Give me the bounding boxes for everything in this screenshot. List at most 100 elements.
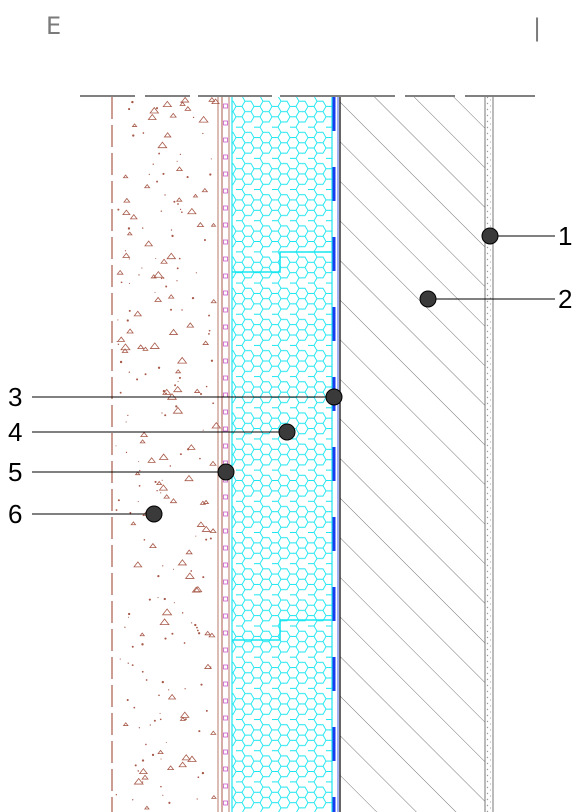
speckle-dot [181,612,184,614]
speckle-triangle [184,572,195,579]
mesh-marker [223,222,228,228]
speckle-dot [174,384,177,387]
speckle-dot [117,499,120,502]
speckle-triangle [141,774,149,780]
callout-number: 6 [8,499,22,529]
speckle-dot [117,319,119,321]
speckle-dot [142,132,145,134]
speckle-dot [202,132,204,135]
speckle-dot [115,509,118,511]
speckle-triangle [129,214,138,220]
mesh-marker [223,120,228,126]
speckle-triangle [169,498,178,504]
speckle-triangle [162,388,172,395]
speckle-triangle [122,209,131,216]
speckle-triangle [117,336,126,342]
speckle-triangle [134,471,141,476]
mesh-marker [223,647,228,653]
speckle-triangle [116,269,124,275]
speckle-dot [127,414,129,417]
speckle-dot [138,274,140,276]
speckle-dot [191,296,195,300]
speckle-dot [141,670,144,673]
speckle-triangle [198,115,209,123]
speckle-dot [124,250,127,252]
mesh-marker [223,596,228,602]
mesh-marker [223,426,228,432]
speckle-triangle [163,494,171,499]
speckle-triangle [153,271,164,278]
speckle-dot [127,662,129,664]
mesh-markers [223,103,228,806]
speckle-dot [192,116,195,119]
speckle-dot [184,718,187,721]
speckle-dot [151,753,155,757]
speckle-dot [181,309,183,311]
mesh-marker [223,630,228,636]
speckle-triangle [161,608,173,616]
speckle-dot [208,314,210,317]
speckle-dot [212,402,215,405]
speckle-triangle [192,193,199,198]
speckle-dot [209,173,212,176]
speckle-triangle [201,525,211,532]
speckle-triangle [187,755,197,762]
mesh-marker [223,137,228,143]
callout-number: 2 [558,284,572,314]
speckle-dot [161,412,163,414]
speckle-triangle [199,500,207,505]
speckle-dot [156,180,159,183]
speckle-dot [141,643,144,646]
speckle-dot [198,730,201,733]
speckle-dot [176,267,179,270]
speckle-triangle [186,444,196,450]
speckle-dot [164,194,166,196]
speckle-dot [131,100,134,104]
speckle-dot [132,799,134,801]
speckle-dot [128,309,131,312]
speckle-triangle [184,106,192,111]
speckle-dot [196,629,199,632]
speckle-triangle [177,559,188,566]
speckle-dot [158,694,160,697]
speckle-dot [127,616,129,618]
mesh-marker [223,732,228,738]
speckle-triangle [210,794,217,799]
speckle-triangle [158,453,169,460]
speckle-triangle [210,298,217,304]
speckle-dot [117,208,120,211]
speckle-dot [200,683,203,686]
speckle-dot [164,392,168,395]
speckle-triangle [172,385,183,393]
speckle-dot [160,492,162,494]
speckle-dot [199,457,201,460]
speckle-dot [190,570,193,572]
mesh-marker [223,749,228,755]
insulation-layer [231,97,333,812]
speckle-dot [171,632,174,635]
speckle-triangle [121,348,129,353]
mesh-marker [223,766,228,772]
speckle-dot [119,391,122,394]
speckle-dot [136,378,139,381]
speckle-triangle [201,187,209,193]
callout-dot [325,388,343,406]
speckle-dot [152,163,154,165]
mesh-marker [223,341,228,347]
mesh-marker [223,358,228,364]
speckle-triangle [139,632,146,637]
speckle-dot [164,414,167,417]
speckle-dot [157,574,160,578]
speckle-dot [187,448,190,451]
speckle-dot [137,500,139,503]
callout-dot [278,423,296,441]
speckle-dot [162,389,166,393]
speckle-triangle [160,258,168,264]
mesh-marker [223,392,228,398]
callout-dot [481,227,499,245]
speckle-dot [201,771,205,775]
speckle-triangle [131,123,138,127]
speckle-dot [197,632,201,635]
speckle-dot [125,451,128,454]
speckle-dot [196,798,198,800]
